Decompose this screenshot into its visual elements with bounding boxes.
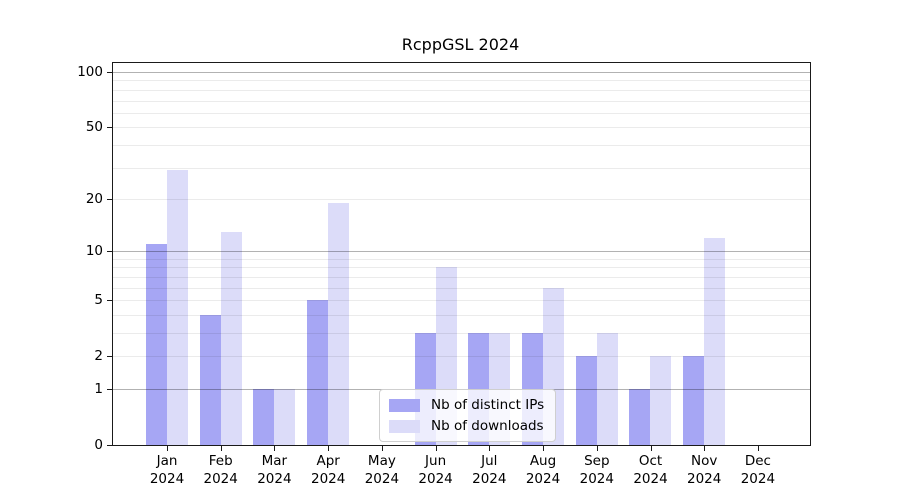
x-axis-tick [167, 445, 168, 451]
plot-area: 100 50 20 10 5 2 1 0 Jan 2024 Feb 2024 Mar 2024 Apr 202… [77, 62, 811, 487]
x-axis-tick [381, 445, 383, 451]
x-axis-tick [704, 445, 706, 451]
y-axis-tick [107, 356, 113, 358]
x-axis-tick [328, 445, 330, 451]
x-axis-tick-label-aug: Aug 2024 [525, 453, 561, 487]
bar-oct-downloads [650, 356, 672, 445]
legend-row-downloads: Nb of downloads [389, 418, 544, 434]
y-axis-tick [107, 198, 113, 200]
gridline-y3 [113, 333, 810, 334]
gridline-y30 [113, 167, 810, 169]
legend-label-downloads: Nb of downloads [431, 418, 544, 434]
legend: Nb of distinct IPs Nb of downloads [379, 389, 557, 442]
y-axis-tick [107, 72, 113, 73]
gridline-y70 [113, 100, 810, 102]
legend-row-distinct-ips: Nb of distinct IPs [389, 397, 544, 413]
x-axis-tick-label-jul: Jul 2024 [472, 453, 507, 487]
x-axis-tick [274, 445, 276, 451]
gridline-y80 [113, 89, 810, 91]
bar-apr-ips [307, 300, 329, 445]
legend-label-distinct-ips: Nb of distinct IPs [431, 397, 545, 413]
y-axis-tick [107, 127, 113, 129]
x-axis-tick [757, 445, 759, 451]
gridline-y100 [113, 72, 810, 73]
y-axis-tick [107, 300, 113, 302]
gridline-y9 [113, 258, 810, 260]
bar-mar-ips [253, 389, 275, 445]
bar-jan-downloads [167, 170, 188, 445]
bar-nov-downloads [704, 237, 726, 445]
gridline-y10 [113, 251, 810, 253]
x-axis-tick-label-feb: Feb 2024 [203, 453, 238, 487]
bar-nov-ips [683, 356, 705, 445]
y-axis-tick-label: 50 [85, 119, 103, 136]
chart-title: RcppGSL 2024 [401, 35, 520, 54]
x-axis-tick-label-mar: Mar 2024 [257, 453, 292, 487]
y-axis-tick-label: 100 [77, 64, 103, 80]
y-axis-tick-label: 5 [94, 292, 103, 309]
y-axis-tick [107, 251, 113, 253]
bar-jan-ips [146, 244, 167, 445]
bar-sep-downloads [596, 333, 618, 445]
x-axis-tick [220, 445, 222, 451]
x-axis-tick [596, 445, 598, 451]
gridline-y50 [113, 127, 810, 129]
bar-feb-downloads [220, 231, 242, 445]
x-axis-tick-label-nov: Nov 2024 [687, 453, 722, 487]
y-axis-tick-label: 1 [94, 381, 103, 397]
gridline-y40 [113, 144, 810, 146]
gridline-y90 [113, 80, 810, 82]
legend-swatch-distinct-ips [389, 398, 420, 412]
y-axis-tick-label: 0 [94, 437, 103, 453]
gridline-y8 [113, 267, 810, 269]
bar-feb-ips [199, 314, 221, 445]
bar-oct-ips [629, 389, 651, 445]
x-axis-tick-label-dec: Dec 2024 [740, 453, 776, 487]
gridline-y6 [113, 287, 810, 289]
x-axis-tick-label-jan: Jan 2024 [149, 453, 185, 487]
bar-sep-ips [575, 356, 597, 445]
x-axis-tick-label-sep: Sep 2024 [579, 453, 614, 487]
y-axis-tick-label: 10 [85, 243, 103, 260]
x-axis-tick-label-oct: Oct 2024 [633, 453, 668, 487]
x-axis-tick-label-jun: Jun 2024 [418, 453, 453, 487]
y-axis-tick [107, 445, 113, 446]
y-axis-tick-label: 2 [94, 348, 103, 365]
x-axis-tick [543, 445, 544, 451]
gridline-y20 [113, 198, 810, 200]
gridline-y7 [113, 276, 810, 278]
legend-swatch-downloads [389, 419, 420, 433]
x-axis-tick [489, 445, 491, 451]
x-axis-tick [435, 445, 437, 451]
bar-mar-downloads [274, 389, 296, 445]
x-axis-tick-label-may: May 2024 [364, 453, 400, 487]
gridline-y60 [113, 112, 810, 114]
y-axis-tick [107, 389, 113, 390]
gridline-y4 [113, 314, 810, 316]
x-axis-tick-label-apr: Apr 2024 [311, 453, 346, 487]
gridline-y5 [113, 300, 810, 302]
gridline-y2 [113, 356, 810, 358]
bar-apr-downloads [328, 202, 350, 445]
y-axis-tick-label: 20 [85, 190, 103, 207]
x-axis-tick [650, 445, 652, 451]
